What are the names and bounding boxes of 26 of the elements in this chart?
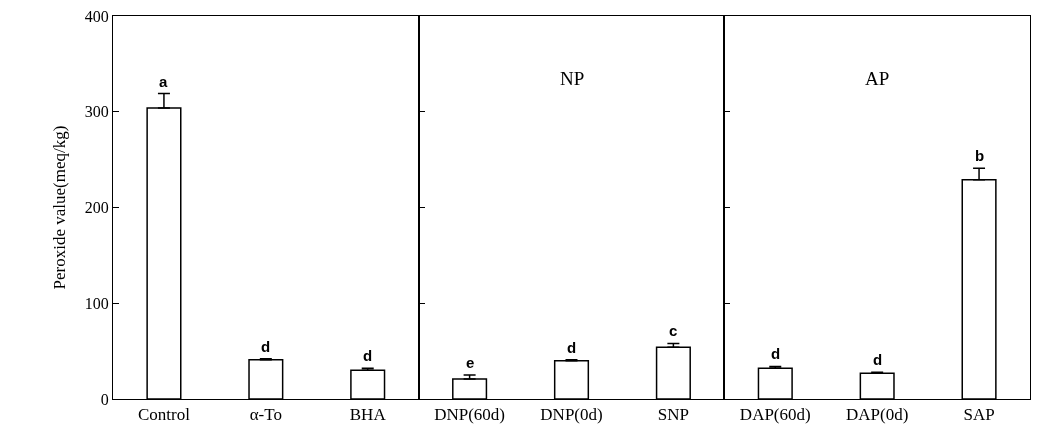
x-tick-label: BHA (349, 405, 387, 425)
data-label: e (466, 354, 475, 371)
y-tick-label: 200 (84, 199, 109, 217)
y-axis-title: Peroxide value(meq/kg) (50, 125, 70, 290)
y-tick-label: 0 (100, 390, 109, 408)
x-tick-label: DNP(60d) (434, 405, 506, 425)
y-tick-label: 300 (84, 103, 109, 121)
annotation: AP (865, 68, 890, 89)
y-tick-label: 100 (84, 294, 109, 312)
x-tick-label: Control (137, 405, 191, 425)
x-tick-label: DNP(0d) (540, 405, 603, 425)
annotation: NP (560, 68, 585, 89)
x-tick-label: DAP(60d) (739, 405, 811, 425)
data-label: c (669, 322, 678, 339)
data-label: d (567, 339, 577, 356)
data-label: b (975, 147, 985, 164)
data-label: d (873, 351, 883, 368)
data-label: d (363, 347, 373, 364)
x-tick-label: α-To (249, 405, 282, 425)
x-tick-label: DAP(0d) (845, 405, 909, 425)
data-label: a (159, 73, 168, 90)
x-tick-label: SNP (657, 405, 689, 425)
y-tick-label: 400 (84, 7, 109, 25)
data-label: d (771, 345, 781, 362)
data-label: d (261, 338, 271, 355)
x-tick-label: SAP (963, 405, 995, 425)
